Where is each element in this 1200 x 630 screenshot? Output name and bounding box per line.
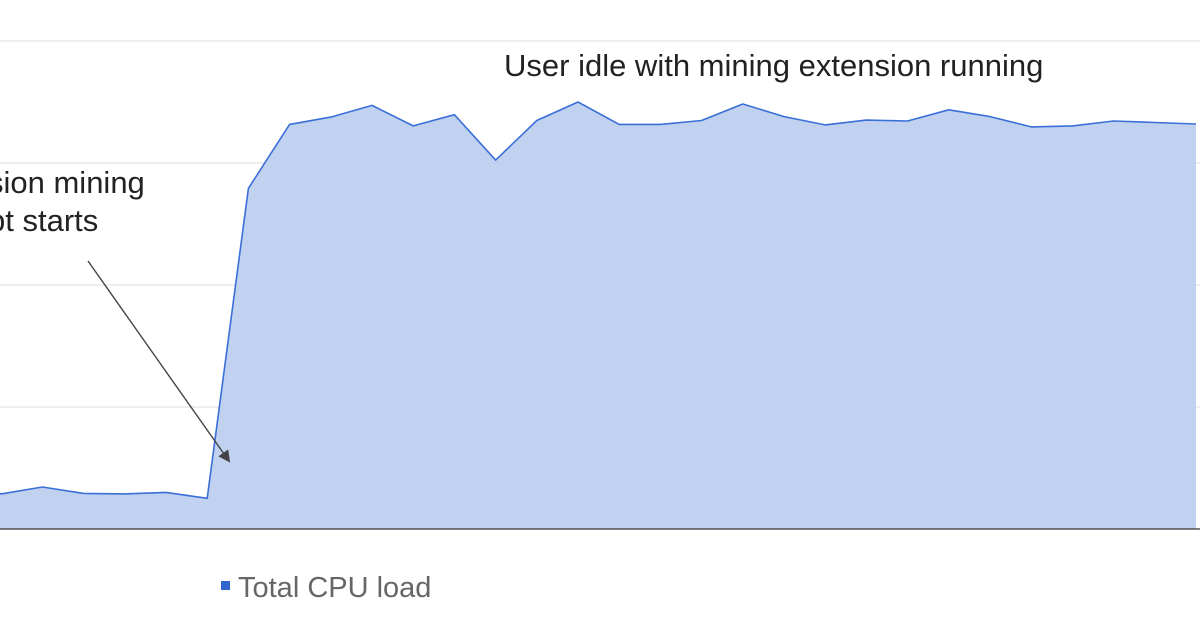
legend: Total CPU load: [221, 572, 431, 604]
legend-label: Total CPU load: [238, 572, 431, 604]
annotation-mining-start: sion mining pt starts: [0, 165, 231, 463]
annotation-mining-start-line-1: sion mining: [0, 165, 145, 200]
annotation-mining-start-line-2: pt starts: [0, 203, 98, 238]
cpu-load-series-line: [0, 101, 1197, 500]
cpu-load-area-fill: [0, 102, 1196, 529]
legend-swatch: [221, 581, 230, 590]
annotation-user-idle: User idle with mining extension running: [504, 48, 1043, 83]
annotation-arrow: [87, 260, 231, 463]
